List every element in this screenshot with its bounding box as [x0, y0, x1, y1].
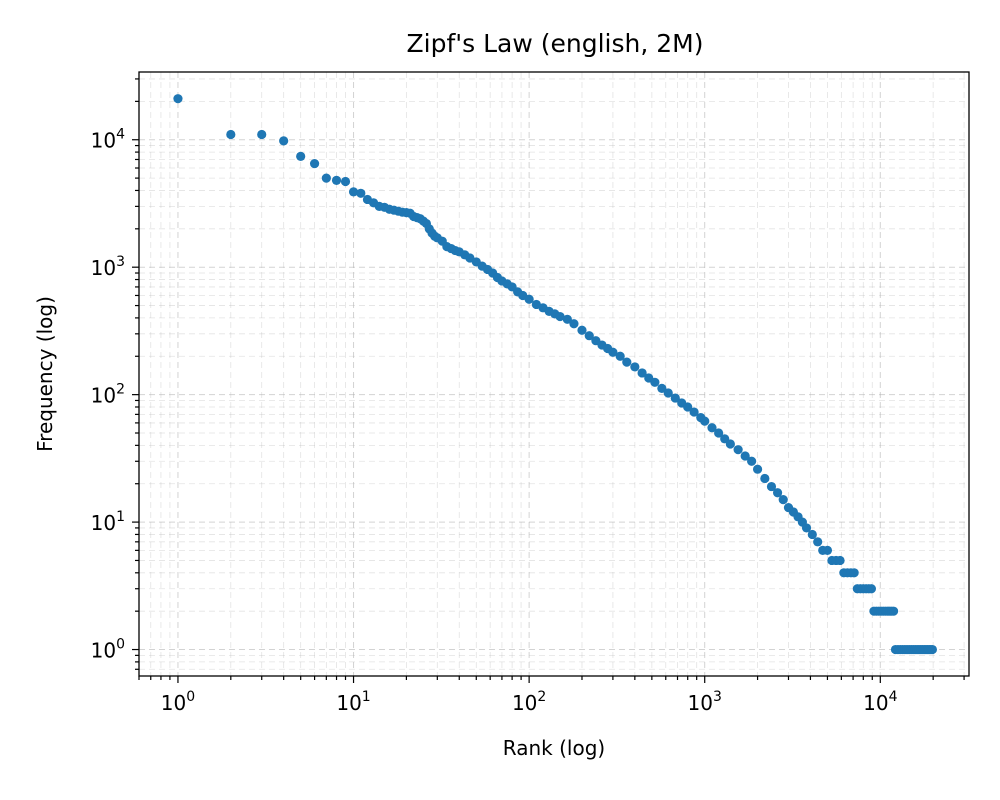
data-point: [555, 311, 565, 322]
data-point: [321, 173, 331, 183]
data-point: [348, 187, 359, 197]
data-point: [615, 351, 625, 361]
x-tick-label: 104: [863, 689, 897, 715]
data-point: [309, 158, 320, 169]
data-point: [683, 402, 693, 412]
data-point: [752, 464, 763, 474]
data-point: [801, 523, 812, 533]
x-tick-label: 103: [688, 689, 722, 715]
data-point: [663, 388, 673, 398]
data-point: [822, 545, 833, 555]
data-point: [173, 94, 183, 104]
data-point: [257, 129, 267, 140]
data-point: [637, 368, 647, 378]
data-point: [562, 314, 572, 324]
data-point: [340, 176, 351, 187]
data-point: [866, 584, 877, 594]
data-point: [740, 451, 750, 461]
data-point: [356, 188, 366, 198]
y-axis-label: Frequency (log): [33, 296, 57, 452]
y-tick-label: 104: [91, 127, 125, 153]
data-point: [760, 473, 770, 484]
data-point: [608, 347, 618, 357]
x-axis-label: Rank (log): [503, 736, 605, 760]
data-point: [714, 428, 724, 438]
data-point: [650, 377, 660, 387]
data-point: [689, 407, 699, 417]
data-point: [524, 294, 534, 304]
data-points: [173, 94, 937, 655]
data-point: [766, 481, 777, 492]
grid: [138, 72, 969, 676]
x-axis-ticks: 100 101 102 103 104: [138, 676, 965, 715]
plot-frame: [138, 71, 970, 677]
y-tick-label: 102: [91, 382, 125, 408]
data-point: [569, 319, 579, 329]
y-tick-label: 103: [91, 254, 125, 280]
data-point: [279, 136, 289, 146]
data-point: [725, 439, 735, 449]
data-point: [813, 537, 823, 547]
y-axis-ticks: 100 101 102 103 104: [91, 78, 139, 670]
data-point: [733, 445, 743, 455]
data-point: [296, 151, 306, 162]
data-point: [700, 416, 710, 426]
data-point: [772, 488, 783, 498]
data-point: [630, 362, 640, 372]
data-point: [888, 606, 899, 616]
data-point: [670, 393, 680, 403]
chart-title: Zipf's Law (english, 2M): [407, 29, 704, 58]
data-point: [747, 456, 757, 466]
x-tick-label: 102: [512, 689, 546, 715]
data-point: [835, 555, 845, 566]
x-tick-label: 100: [161, 689, 195, 715]
x-tick-label: 101: [336, 689, 370, 715]
data-point: [778, 495, 788, 505]
data-point: [226, 129, 236, 140]
data-point: [707, 423, 717, 433]
data-point: [331, 175, 342, 185]
y-tick-label: 100: [91, 637, 125, 663]
data-point: [807, 529, 817, 540]
y-tick-label: 101: [91, 509, 125, 535]
data-point: [927, 644, 937, 655]
data-point: [622, 357, 632, 367]
data-point: [849, 568, 859, 578]
data-point: [657, 383, 667, 393]
data-point: [584, 331, 594, 341]
data-point: [577, 325, 587, 335]
